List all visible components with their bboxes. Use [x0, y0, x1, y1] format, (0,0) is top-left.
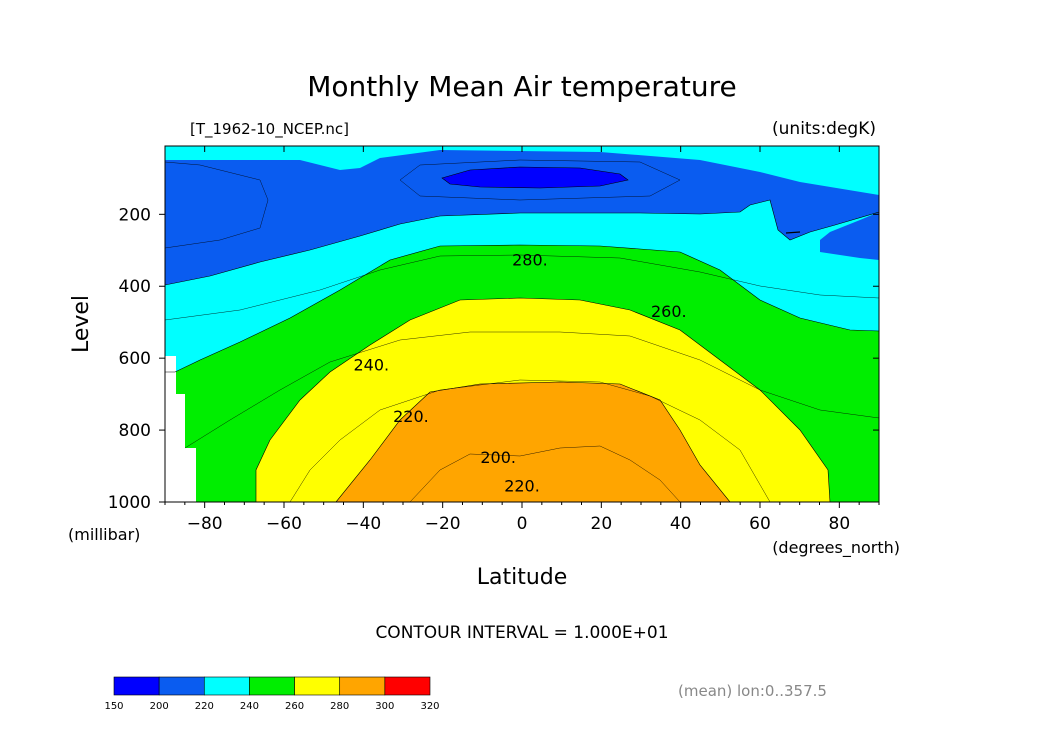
isotherm-line	[165, 254, 879, 321]
units-label: (units:degK)	[772, 119, 876, 139]
x-tick-label: −20	[425, 514, 461, 534]
isotherm-line	[335, 381, 731, 502]
colorbar-swatch	[384, 676, 431, 696]
isotherm-line	[255, 297, 831, 502]
missing-data-region	[165, 356, 196, 502]
y-tick-label: 200	[119, 205, 151, 225]
colorbar-swatch	[203, 676, 250, 696]
y-axis-title: Level	[69, 295, 94, 353]
x-tick-label: 60	[749, 514, 771, 534]
isotherm-line	[785, 231, 801, 234]
x-axis-title: Latitude	[477, 565, 568, 590]
contour-label: 220.	[393, 407, 429, 426]
isotherm-line	[409, 445, 681, 502]
colorbar-label: 220	[195, 701, 214, 712]
colorbar-swatch	[113, 676, 160, 696]
contour-labels: 220. 200. 220. 240. 260. 280.	[353, 250, 686, 495]
colorbar-label: 320	[420, 701, 439, 712]
band-200-220	[165, 150, 879, 285]
colorbar-label: 260	[285, 701, 304, 712]
dataset-label: [T_1962-10_NCEP.nc]	[190, 120, 349, 139]
x-tick-label: 0	[517, 514, 528, 534]
x-tick-label: −40	[345, 514, 381, 534]
band-280-300	[336, 382, 730, 502]
x-tick-label: −80	[187, 514, 223, 534]
colorbar-label: 280	[330, 701, 349, 712]
contour-fill	[165, 146, 879, 502]
x-tick-label: 40	[670, 514, 692, 534]
isotherm-line	[165, 244, 879, 373]
colorbar-swatch	[294, 676, 341, 696]
colorbar-label: 240	[240, 701, 259, 712]
x-tick-label: 20	[591, 514, 613, 534]
y-tick-label: 600	[119, 349, 151, 369]
isotherm-line	[184, 331, 879, 449]
band-150-200	[442, 167, 628, 188]
contour-label: 240.	[353, 355, 389, 374]
contour-label: 260.	[651, 302, 687, 321]
contour-label: 280.	[512, 250, 548, 269]
contour-label: 220.	[504, 476, 540, 495]
isotherm-line	[165, 199, 879, 286]
isotherm-lines	[165, 159, 879, 502]
colorbar-label: 150	[104, 701, 123, 712]
contour-label: 200.	[480, 448, 516, 467]
isotherm-line	[289, 379, 771, 502]
colorbar-label: 300	[375, 701, 394, 712]
colorbar-swatch	[158, 676, 205, 696]
y-axis-units: (millibar)	[68, 525, 140, 544]
chart-title: Monthly Mean Air temperature	[307, 70, 737, 103]
band-200-220-right	[820, 212, 879, 260]
colorbar: 150 200 220 240 260 280 300 320	[104, 676, 440, 712]
isotherm-line	[441, 166, 629, 189]
mean-note: (mean) lon:0..357.5	[678, 682, 827, 700]
x-tick-label: 80	[829, 514, 851, 534]
isotherm-line	[399, 159, 681, 201]
y-tick-label: 1000	[108, 493, 151, 513]
x-axis-units: (degrees_north)	[772, 538, 900, 558]
y-tick-label: 800	[119, 421, 151, 441]
y-tick-label: 400	[119, 277, 151, 297]
y-axis: 1000 800 600 400 200	[108, 205, 879, 513]
isotherm-line	[165, 161, 269, 249]
x-axis: −80 −60 −40 −20 0 20 40 60 80	[164, 146, 880, 534]
x-tick-label: −60	[266, 514, 302, 534]
contour-interval-note: CONTOUR INTERVAL = 1.000E+01	[375, 623, 668, 643]
colorbar-swatch	[339, 676, 386, 696]
colorbar-swatch	[249, 676, 295, 696]
colorbar-label: 200	[150, 701, 169, 712]
